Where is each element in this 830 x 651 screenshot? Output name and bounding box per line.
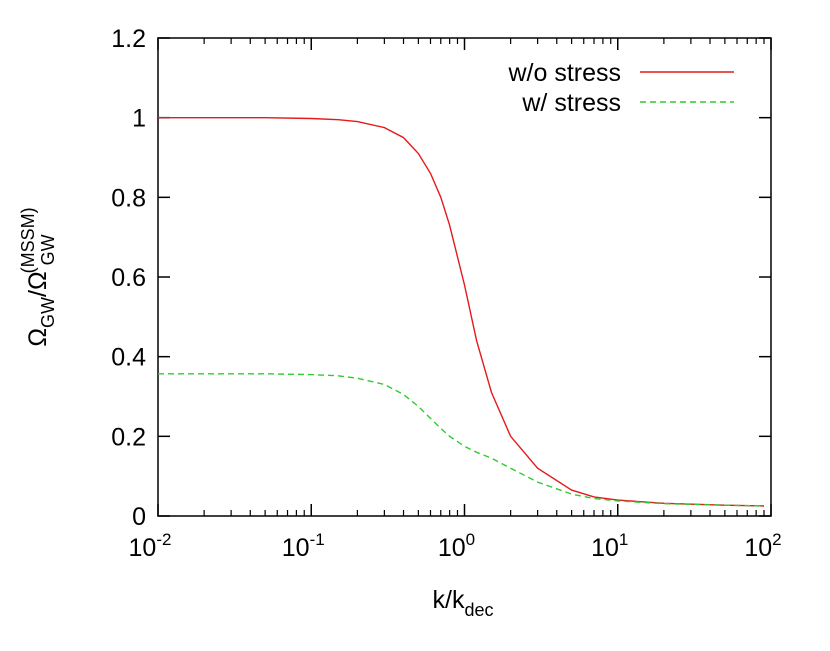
y-tick-label: 0.8 bbox=[111, 184, 146, 212]
y-tick-label: 0.6 bbox=[111, 264, 146, 292]
x-tick-label: 101 bbox=[591, 530, 628, 562]
y-tick-label: 0.2 bbox=[111, 423, 146, 451]
legend: w/o stress w/ stress bbox=[507, 59, 734, 117]
x-tick-label: 10-2 bbox=[129, 530, 172, 562]
series-line-1 bbox=[158, 373, 765, 507]
x-tick-label: 100 bbox=[438, 530, 475, 562]
legend-label-w-stress: w/ stress bbox=[521, 89, 621, 117]
y-axis-label: ΩGW/Ω(MSSM)GW bbox=[18, 207, 58, 346]
series-line-0 bbox=[158, 116, 765, 507]
x-axis-label: k/kdec bbox=[433, 586, 494, 620]
y-tick-label: 1.2 bbox=[111, 25, 146, 53]
x-tick-label: 102 bbox=[744, 530, 781, 562]
x-tick-label: 10-1 bbox=[282, 530, 325, 562]
y-tick-label: 0 bbox=[132, 503, 146, 531]
legend-label-wo-stress: w/o stress bbox=[507, 59, 621, 87]
plot-frame bbox=[157, 37, 772, 517]
series-layer bbox=[158, 116, 765, 507]
y-tick-label: 0.4 bbox=[111, 344, 146, 372]
axis-ticks bbox=[157, 37, 772, 517]
tick-labels: 0 0.2 0.4 0.6 0.8 1 1.2 10-2 10-1 100 101 102 bbox=[111, 25, 781, 562]
y-tick-label: 1 bbox=[132, 105, 146, 133]
